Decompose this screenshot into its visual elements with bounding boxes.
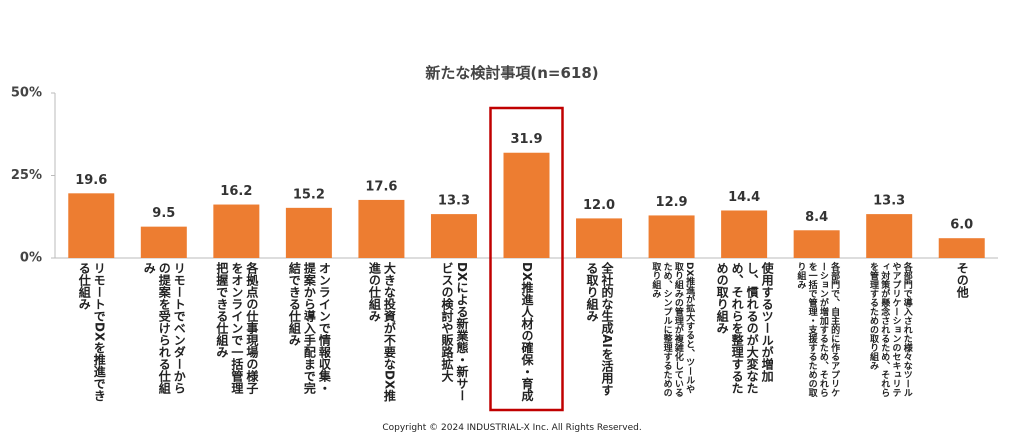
value-label: 13.3 <box>873 194 905 209</box>
bar <box>213 204 260 258</box>
value-label: 12.0 <box>583 198 615 213</box>
bar <box>503 152 550 258</box>
y-tick-label: 25% <box>11 168 42 183</box>
y-tick-label: 0% <box>20 251 42 266</box>
bar <box>938 238 985 258</box>
x-tick-label: DXによる新業態・新サービスの検討や販路拡大 <box>439 262 469 402</box>
bar <box>576 218 623 258</box>
x-tick-label: 各部門で導入された様々なツールやアプリケーションのセキュリティ対策が懸念されるた… <box>867 262 912 397</box>
bar <box>430 214 477 258</box>
highlight-box <box>489 106 564 412</box>
x-tick-label: リモートでベンダーからの提案を受けられる仕組み <box>142 262 187 394</box>
value-label: 17.6 <box>365 179 397 194</box>
value-label: 8.4 <box>805 210 828 225</box>
bar <box>358 199 405 258</box>
value-label: 9.5 <box>152 206 175 221</box>
x-tick-label: その他 <box>955 262 970 298</box>
x-tick-label: 各拠点の仕事現場の様子をオンラインで一括管理把握できる仕組み <box>214 262 259 394</box>
value-label: 19.6 <box>75 173 107 188</box>
value-label: 12.9 <box>656 195 688 210</box>
bar <box>793 230 840 258</box>
bar <box>285 207 332 258</box>
x-tick-label: リモートでDXを推進できる仕組み <box>77 262 107 402</box>
value-label: 15.2 <box>293 187 325 202</box>
x-tick-label: 大きな投資が不要なDX推進の仕組み <box>367 262 397 402</box>
value-label: 13.3 <box>438 194 470 209</box>
value-label: 16.2 <box>220 184 252 199</box>
chart-title: 新たな検討事項(n=618) <box>425 64 599 82</box>
value-label: 6.0 <box>950 218 973 233</box>
bar <box>721 210 768 258</box>
x-tick-label: DX推進が拡大すると、ツールや取り組みの管理が複雑化しているため、シンプルに整理… <box>650 262 695 397</box>
x-tick-label: オンラインで情報収集・提案から導入手配まで完結できる仕組み <box>287 262 332 394</box>
footer: Copyright © 2024 INDUSTRIAL-X Inc. All R… <box>382 423 642 433</box>
bar <box>140 226 187 258</box>
bar <box>648 215 695 258</box>
value-label: 14.4 <box>728 190 760 205</box>
y-tick-label: 50% <box>11 86 42 101</box>
value-label: 31.9 <box>510 132 542 147</box>
bar <box>68 193 115 258</box>
bar <box>866 214 913 258</box>
x-tick-label: 全社的な生成AIを活用する取り組み <box>585 262 615 396</box>
x-tick-label: DX推進人材の確保・育成 <box>520 262 534 402</box>
x-tick-label: 各部門で、自主的に作るアプリケーションが増加するため、それらを一括で管理・支援す… <box>795 262 840 397</box>
x-tick-label: 使用するツールが増加し、慣れるのが大変なため、それらを整理するための取り組み <box>715 262 775 394</box>
